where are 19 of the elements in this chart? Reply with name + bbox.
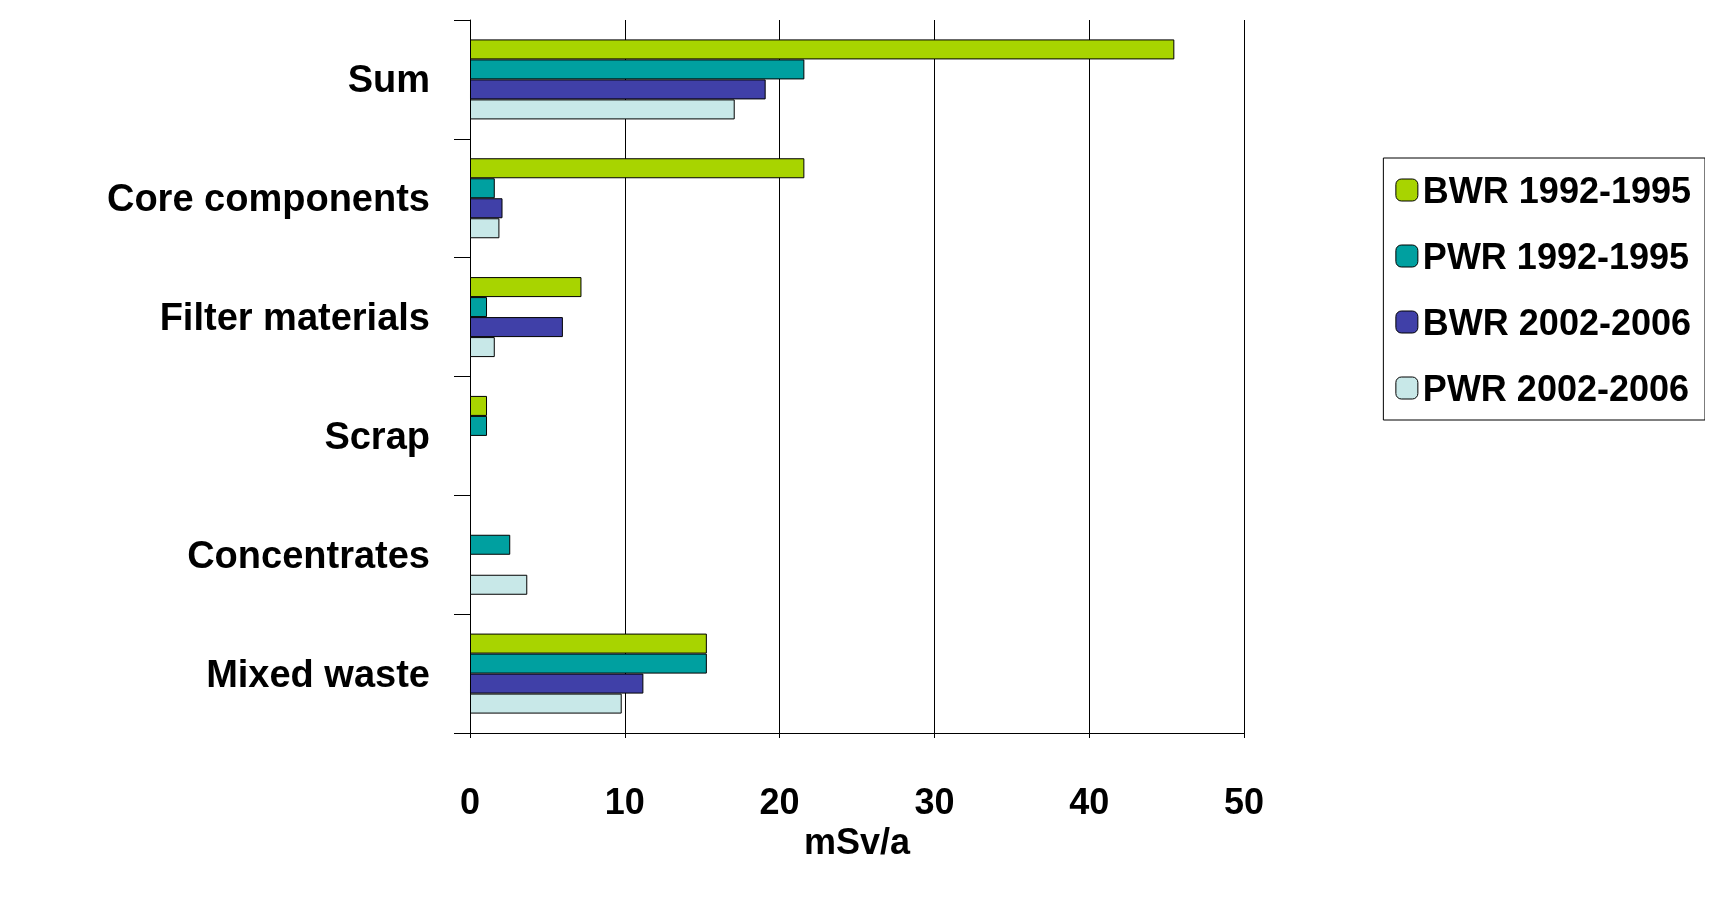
y-tick-label: Filter materials [159, 296, 430, 339]
legend-label: BWR 1992-1995 [1422, 169, 1691, 211]
x-axis-title: mSv/a [803, 821, 912, 863]
y-tick-label: Mixed waste [206, 652, 430, 695]
bar [470, 574, 528, 595]
y-tick-label: Core components [106, 177, 430, 220]
x-tick-label: 20 [759, 780, 800, 822]
y-tick-label: Concentrates [187, 533, 430, 576]
bar [470, 534, 511, 555]
x-tick-label: 30 [914, 780, 955, 822]
legend-label: BWR 2002-2006 [1422, 301, 1691, 343]
legend-label: PWR 2002-2006 [1422, 367, 1690, 409]
legend-label: PWR 1992-1995 [1422, 235, 1690, 277]
y-tick-label: Sum [347, 58, 430, 101]
y-tick-label: Scrap [324, 414, 430, 457]
x-tick-label: 40 [1069, 780, 1110, 822]
x-tick-label: 10 [604, 780, 645, 822]
x-tick-label: 50 [1223, 780, 1265, 822]
x-tick-label: 0 [459, 780, 481, 822]
